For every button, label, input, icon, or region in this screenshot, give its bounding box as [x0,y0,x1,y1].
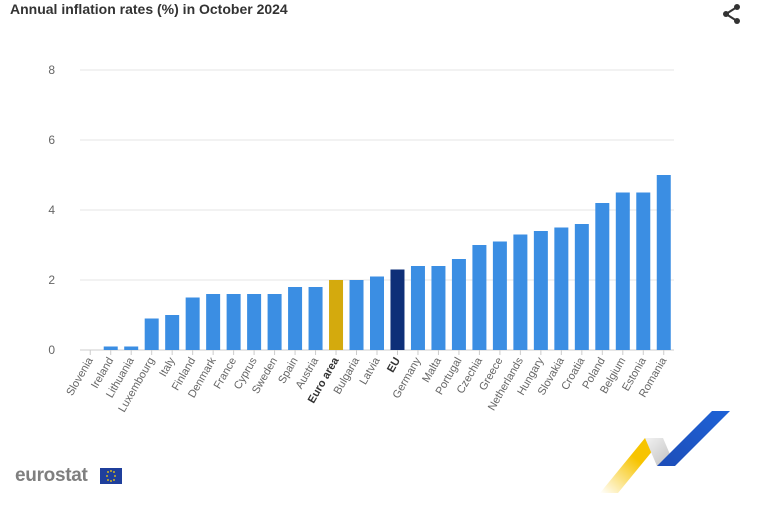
bar [206,294,221,350]
x-tick-label: Italy [157,355,178,379]
share-icon[interactable] [720,2,744,26]
bar [595,203,610,350]
bar [451,259,466,350]
bar [431,266,446,350]
bar [349,280,364,350]
bar [308,287,323,350]
y-tick-label: 2 [48,273,55,287]
bar [370,276,384,350]
bar [103,346,118,350]
bar [329,280,344,350]
bar [636,192,651,350]
bar [124,346,139,350]
bar [513,234,528,350]
eu-flag-icon [100,468,122,484]
bar [226,294,241,350]
bar [472,245,487,350]
x-tick-label: EU [385,355,403,374]
y-tick-label: 4 [48,203,55,217]
bar [144,318,159,350]
y-tick-label: 8 [48,63,55,77]
x-tick-label: Latvia [358,355,384,387]
bar [165,315,180,350]
bar [554,227,569,350]
y-tick-label: 0 [48,343,55,357]
chart-title: Annual inflation rates (%) in October 20… [10,1,288,17]
bar [185,297,200,350]
bar [267,294,282,350]
y-tick-label: 6 [48,133,55,147]
bar [656,175,671,350]
bar [574,224,589,350]
bar [247,294,262,350]
bar [288,287,303,350]
bar [533,231,548,350]
bar [410,266,425,350]
bar [492,241,507,350]
bar [615,192,630,350]
decorative-arrow-logo [600,411,730,493]
eurostat-logo: eurostat [15,465,88,486]
x-tick-label: Slovenia [64,355,96,398]
bar [390,269,405,350]
